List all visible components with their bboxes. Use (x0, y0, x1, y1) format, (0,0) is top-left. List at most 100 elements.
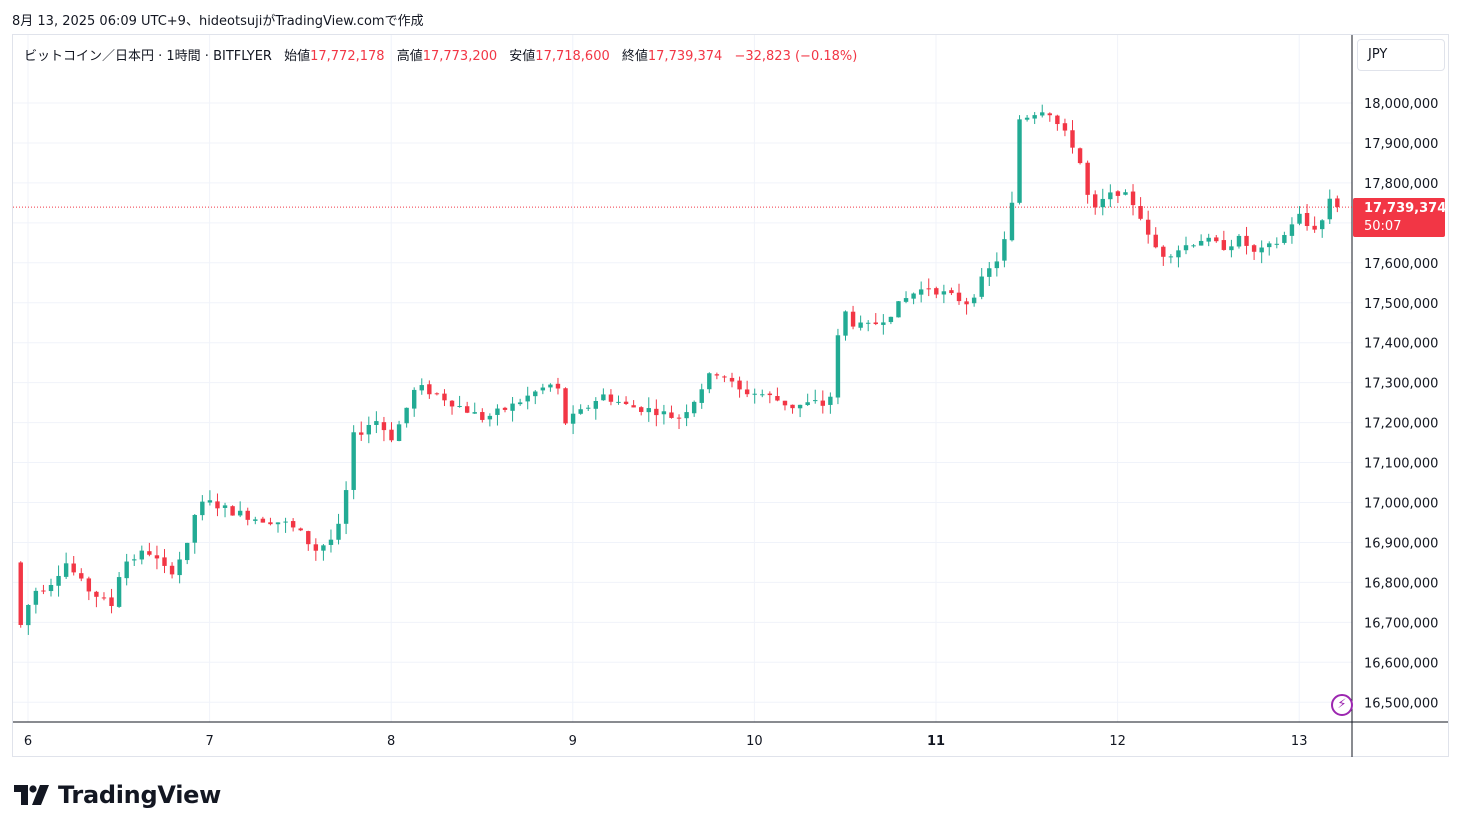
symbol-label[interactable]: ビットコイン／日本円 · 1時間 · BITFLYER (24, 49, 272, 64)
low-label: 安値 (509, 49, 536, 64)
candle-up (1267, 243, 1272, 248)
candle-down (94, 591, 99, 597)
candle-down (639, 407, 644, 412)
candle-up (48, 585, 54, 592)
candle-down (1062, 123, 1068, 131)
close-value: 17,739,374 (647, 49, 723, 64)
candle-up (1168, 256, 1174, 258)
candle-down (313, 544, 319, 551)
candle-up (495, 408, 500, 415)
candle-up (33, 590, 39, 605)
candle-up (805, 402, 810, 406)
candle-up (116, 577, 122, 607)
candle-down (245, 510, 250, 520)
candle-up (699, 389, 704, 403)
candle-up (351, 432, 356, 490)
candle-up (185, 542, 190, 561)
candle-down (737, 380, 742, 390)
lightning-icon[interactable]: ⚡ (1331, 694, 1353, 716)
candle-down (790, 404, 795, 409)
y-tick-label: 17,600,000 (1364, 257, 1438, 272)
candle-down (775, 396, 780, 401)
candle-down (926, 288, 931, 290)
candle-down (480, 412, 485, 420)
candle-down (101, 597, 107, 599)
candle-up (132, 559, 137, 561)
candle-up (888, 316, 894, 323)
candle-down (298, 528, 303, 531)
candle-up (237, 510, 243, 516)
candle-up (691, 401, 697, 414)
candle-up (253, 519, 258, 521)
candle-down (169, 565, 175, 575)
candle-down (850, 311, 856, 327)
candle-down (1130, 191, 1136, 206)
candle-up (593, 400, 599, 409)
candle-down (442, 393, 447, 401)
candle-up (1040, 112, 1045, 116)
candle-down (820, 400, 826, 406)
candle-up (1289, 224, 1295, 236)
y-tick-label: 17,900,000 (1364, 137, 1438, 152)
grid-lines (13, 35, 1352, 722)
candle-down (676, 417, 682, 419)
candle-up (903, 298, 909, 302)
y-tick-label: 17,000,000 (1364, 497, 1438, 512)
candle-down (654, 408, 659, 416)
candle-down (162, 557, 167, 566)
candle-down (1115, 191, 1121, 196)
candle-down (1093, 194, 1098, 208)
candle-down (1251, 245, 1257, 252)
candle-up (1009, 202, 1015, 241)
candle-up (328, 539, 334, 545)
candle-up (994, 261, 1000, 269)
candle-up (828, 396, 833, 405)
candle-up (1176, 250, 1181, 258)
candle-up (570, 413, 576, 424)
axes (13, 35, 1448, 757)
candle-up (661, 411, 667, 415)
candle-down (631, 405, 636, 408)
candle-down (290, 521, 296, 528)
candle-up (858, 322, 863, 328)
candle-up (26, 604, 31, 626)
candle-up (124, 561, 129, 579)
candle-up (63, 563, 69, 577)
open-value: 17,772,178 (310, 49, 385, 64)
brand-name: TradingView (58, 781, 221, 809)
candle-down (1244, 235, 1249, 246)
candle-up (1100, 198, 1105, 208)
candle-down (268, 522, 273, 525)
candle-down (1221, 240, 1227, 250)
candle-up (336, 523, 341, 540)
candle-down (389, 429, 394, 441)
candle-down (767, 393, 773, 396)
candle-up (578, 409, 583, 414)
chart-frame (12, 34, 1449, 757)
y-tick-label: 16,700,000 (1364, 616, 1438, 631)
candle-up (548, 384, 553, 388)
y-tick-label: 16,800,000 (1364, 576, 1438, 591)
candle-down (359, 432, 364, 435)
candle-up (896, 301, 901, 318)
candle-up (971, 297, 977, 304)
candle-down (1312, 225, 1317, 230)
x-tick-label: 8 (387, 734, 395, 749)
candle-up (321, 545, 326, 551)
candle-up (207, 500, 213, 503)
candle-down (464, 406, 470, 413)
currency-button[interactable]: JPY (1357, 39, 1445, 71)
candle-up (283, 521, 288, 523)
last-price-value: 17,739,374 (1364, 201, 1447, 216)
candle-down (608, 394, 614, 402)
candle-down (729, 377, 735, 382)
candle-up (1017, 119, 1022, 203)
y-tick-label: 17,400,000 (1364, 337, 1438, 352)
candle-up (192, 515, 197, 543)
axis-labels: 18,000,00017,900,00017,800,00017,700,000… (24, 97, 1439, 749)
candle-up (56, 575, 61, 586)
low-value: 17,718,600 (535, 49, 610, 64)
candle-up (1229, 246, 1234, 251)
candle-down (1070, 130, 1075, 148)
